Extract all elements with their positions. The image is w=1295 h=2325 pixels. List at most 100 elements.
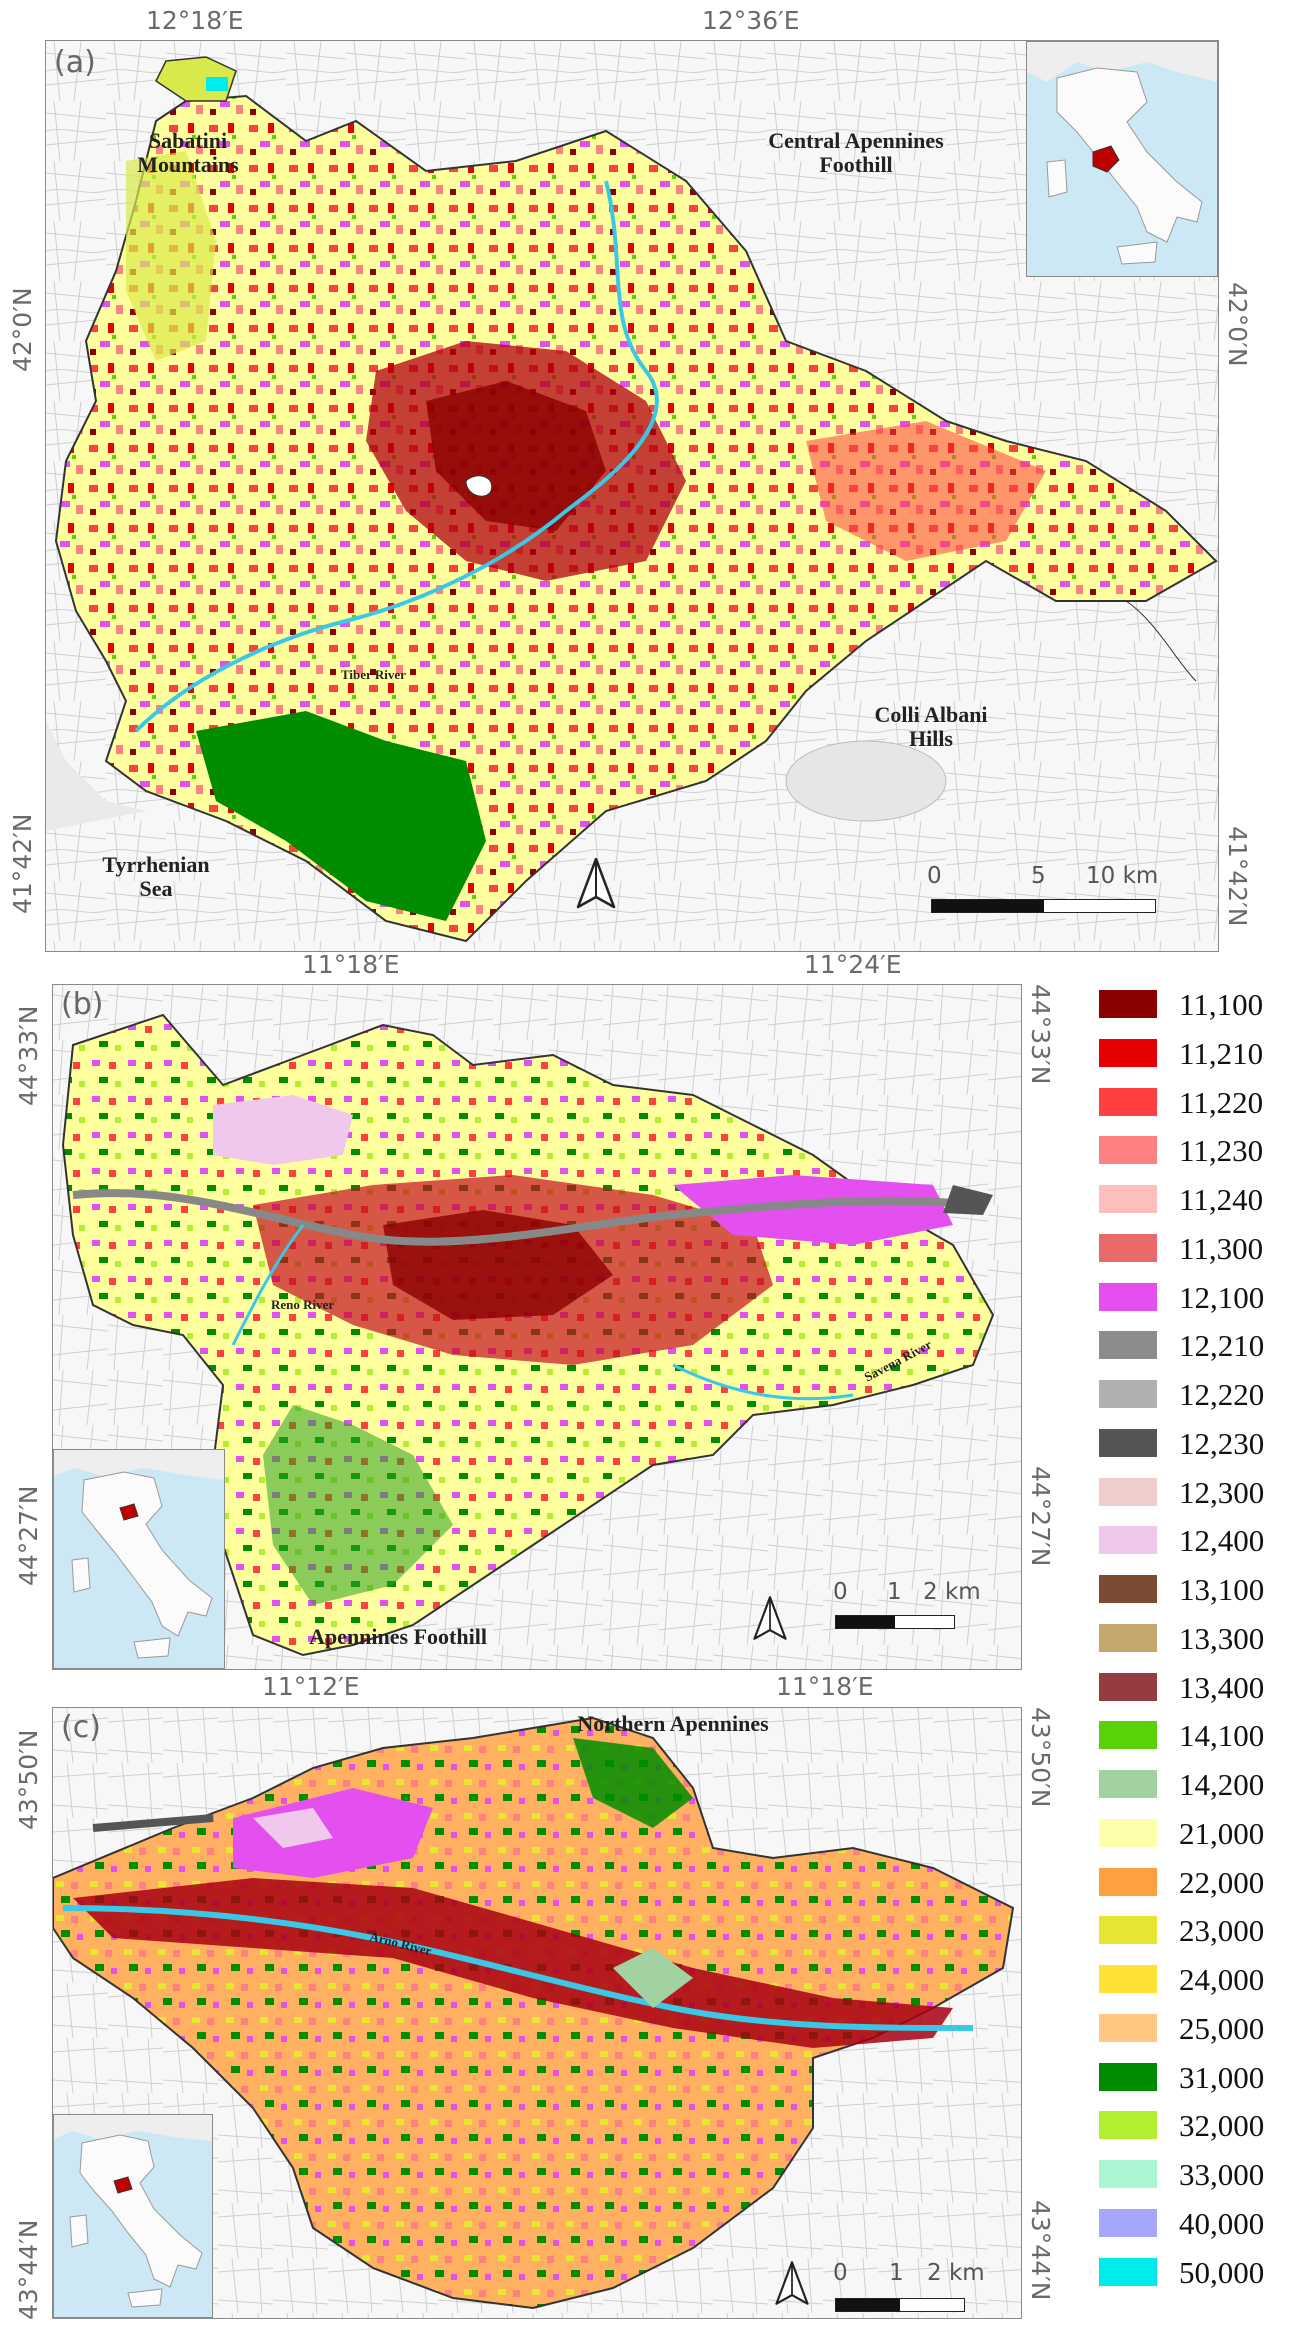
top-tick-b-1: 11°18′E xyxy=(302,950,400,979)
legend-label: 11,230 xyxy=(1179,1133,1264,1169)
left-tick-b-1: 44°33′N xyxy=(14,1005,43,1106)
north-arrow-c xyxy=(773,2260,811,2306)
scale-a-tick-1: 5 xyxy=(1031,863,1046,889)
panel-label-c: (c) xyxy=(61,1710,101,1745)
place-apennines-foothill: Apennines Foothill xyxy=(309,1624,487,1649)
locator-inset-a xyxy=(1026,41,1218,277)
legend-swatch xyxy=(1099,1136,1157,1165)
legend-swatch xyxy=(1099,1477,1157,1506)
map-panel-a: (a) Sabatini Mountains Central Apennines… xyxy=(45,40,1219,952)
place-colli-albani: Colli Albani Hills xyxy=(874,702,988,752)
legend-swatch xyxy=(1099,1623,1157,1652)
legend-item: 32,000 xyxy=(1099,2108,1289,2143)
legend-label: 12,220 xyxy=(1179,1377,1265,1412)
legend-swatch xyxy=(1099,1818,1157,1847)
legend-item: 14,100 xyxy=(1099,1718,1289,1753)
legend-item: 12,220 xyxy=(1099,1377,1289,1412)
legend-item: 23,000 xyxy=(1099,1913,1289,1948)
legend-item: 12,230 xyxy=(1099,1426,1289,1461)
legend-swatch xyxy=(1099,1185,1157,1213)
legend-item: 11,240 xyxy=(1099,1182,1289,1217)
legend-swatch xyxy=(1099,1038,1157,1067)
roads-basemap-a xyxy=(46,41,1218,951)
scale-bar-b: 0 1 2 km xyxy=(833,1579,981,1629)
locator-inset-b xyxy=(53,1449,225,1669)
legend-label: 13,100 xyxy=(1179,1572,1265,1607)
place-northern-apennines: Northern Apennines xyxy=(577,1711,769,1736)
legend-item: 24,000 xyxy=(1099,1962,1289,1997)
italy-locator-map-b xyxy=(54,1450,224,1668)
legend-swatch xyxy=(1099,1721,1157,1750)
legend-item: 21,000 xyxy=(1099,1816,1289,1851)
map-panel-b: (b) Apennines Foothill Reno River Savena… xyxy=(52,984,1022,1670)
river-label-reno: Reno River xyxy=(271,1297,335,1312)
legend-item: 12,300 xyxy=(1099,1475,1289,1510)
legend-label: 13,400 xyxy=(1179,1669,1265,1705)
left-tick-a-1: 42°0′N xyxy=(8,287,37,372)
legend-swatch xyxy=(1099,1087,1157,1116)
place-tyrrhenian-sea: Tyrrhenian Sea xyxy=(102,852,210,902)
legend-swatch xyxy=(1099,1672,1157,1701)
legend-swatch xyxy=(1099,2111,1157,2140)
left-tick-b-2: 44°27′N xyxy=(14,1485,43,1586)
scale-c-tick-0: 0 xyxy=(833,2260,848,2286)
legend-label: 24,000 xyxy=(1179,1962,1265,1997)
right-tick-b-2: 44°27′N xyxy=(1026,1466,1055,1567)
legend-swatch xyxy=(1099,2257,1157,2286)
right-tick-c-1: 43°50′N xyxy=(1026,1707,1055,1808)
legend-label: 11,210 xyxy=(1179,1035,1264,1071)
top-tick-a-1: 12°18′E xyxy=(146,6,244,35)
legend-label: 12,230 xyxy=(1179,1425,1265,1461)
right-tick-a-1: 42°0′N xyxy=(1223,282,1252,367)
legend-swatch xyxy=(1099,1965,1157,1993)
legend-item: 11,220 xyxy=(1099,1085,1289,1120)
scale-a-tick-0: 0 xyxy=(927,863,942,889)
legend-swatch xyxy=(1099,2208,1157,2237)
legend-item: 13,100 xyxy=(1099,1572,1289,1607)
legend-item: 11,100 xyxy=(1099,987,1289,1022)
top-tick-b-2: 11°24′E xyxy=(804,950,902,979)
scale-b-tick-1: 1 xyxy=(887,1579,902,1605)
legend-label: 22,000 xyxy=(1179,1864,1265,1900)
legend-label: 31,000 xyxy=(1179,2059,1265,2095)
legend-item: 25,000 xyxy=(1099,2011,1289,2046)
legend-item: 12,100 xyxy=(1099,1280,1289,1315)
scale-b-tick-0: 0 xyxy=(833,1579,848,1605)
legend-label: 11,300 xyxy=(1179,1230,1264,1266)
place-central-apennines: Central Apennines Foothill xyxy=(768,128,944,178)
legend-swatch xyxy=(1099,2062,1157,2091)
legend-swatch xyxy=(1099,1575,1157,1603)
legend-swatch xyxy=(1099,2160,1157,2188)
map-panel-c: (c) Northern Apennines Arno River 0 1 2 … xyxy=(52,1707,1022,2319)
left-tick-a-2: 41°42′N xyxy=(8,813,37,914)
north-arrow-icon xyxy=(775,2261,809,2305)
legend-label: 21,000 xyxy=(1179,1815,1265,1851)
top-tick-a-2: 12°36′E xyxy=(702,6,800,35)
legend-label: 12,400 xyxy=(1179,1523,1265,1559)
right-tick-c-2: 43°44′N xyxy=(1026,2200,1055,2301)
locator-inset-c xyxy=(53,2114,213,2318)
legend-item: 13,400 xyxy=(1099,1670,1289,1705)
north-arrow-icon xyxy=(576,857,616,909)
left-tick-c-1: 43°50′N xyxy=(14,1729,43,1830)
roads-basemap-c xyxy=(53,1708,1021,2318)
north-arrow-a xyxy=(574,857,618,909)
legend-label: 12,300 xyxy=(1179,1474,1265,1510)
legend-item: 31,000 xyxy=(1099,2060,1289,2095)
left-tick-c-2: 43°44′N xyxy=(14,2219,43,2320)
legend-label: 11,100 xyxy=(1179,987,1264,1022)
top-tick-c-2: 11°18′E xyxy=(776,1672,874,1701)
scale-c-tick-2: 2 km xyxy=(927,2260,985,2286)
legend-label: 40,000 xyxy=(1179,2205,1265,2241)
legend-label: 23,000 xyxy=(1179,1913,1265,1949)
legend-item: 11,210 xyxy=(1099,1036,1289,1071)
legend-label: 32,000 xyxy=(1179,2108,1265,2144)
legend-label: 14,100 xyxy=(1179,1718,1265,1754)
top-tick-c-1: 11°12′E xyxy=(262,1672,360,1701)
legend-label: 50,000 xyxy=(1179,2254,1265,2290)
legend-swatch xyxy=(1099,1282,1157,1311)
legend-item: 12,210 xyxy=(1099,1328,1289,1363)
legend-label: 11,220 xyxy=(1179,1084,1264,1120)
legend-item: 50,000 xyxy=(1099,2255,1289,2290)
scale-bar-a: 0 5 10 km xyxy=(927,863,1158,913)
